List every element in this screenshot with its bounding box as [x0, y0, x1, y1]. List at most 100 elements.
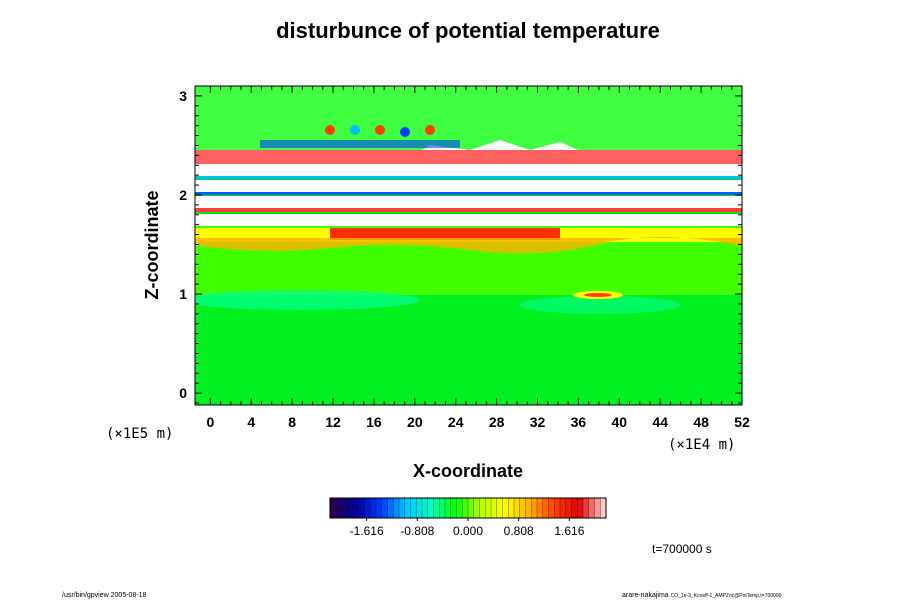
y-tick-label: 0	[179, 385, 187, 401]
colorbar-cell	[485, 498, 492, 518]
colorbar-cell	[565, 498, 572, 518]
x-tick-label: 32	[530, 414, 546, 430]
field-cyan-patch	[195, 290, 420, 310]
colorbar-cell	[450, 498, 457, 518]
colorbar-cell	[381, 498, 388, 518]
colorbar-cell	[548, 498, 555, 518]
colorbar-cell	[433, 498, 440, 518]
colorbar-cell	[387, 498, 394, 518]
colorbar-cell	[416, 498, 423, 518]
colorbar-cell	[370, 498, 377, 518]
colorbar-cell	[358, 498, 365, 518]
colorbar-cell	[537, 498, 544, 518]
colorbar-cell	[341, 498, 348, 518]
x-tick-label: 40	[612, 414, 628, 430]
colorbar-tick-label: 1.616	[554, 524, 584, 538]
footer-right-small: CO_1e-3_Kcoeff-1_AMPZnc@PotTemp,t=700000	[671, 593, 782, 599]
colorbar-cell	[473, 498, 480, 518]
colorbar-cell	[554, 498, 561, 518]
y-axis-unit: (×1E5 m)	[106, 426, 173, 442]
field-cyan-patch-2	[520, 296, 680, 314]
plot-frame	[194, 85, 743, 406]
colorbar-cell	[427, 498, 434, 518]
colorbar-cell	[514, 498, 521, 518]
colorbar-cell	[594, 498, 601, 518]
colorbar-cell	[560, 498, 567, 518]
heatmap-field	[195, 86, 742, 405]
y-axis-ticks: 0 1 2 3	[179, 88, 742, 404]
colorbar	[329, 497, 607, 519]
colorbar-cell	[491, 498, 498, 518]
footer-right-main: arare-nakajima	[622, 592, 669, 599]
colorbar-cell	[531, 498, 538, 518]
x-axis-label: X-coordinate	[413, 461, 523, 481]
colorbar-tick-label: -0.808	[400, 524, 434, 538]
field-ripple-1	[325, 125, 335, 135]
field-ripple-2	[350, 125, 360, 135]
x-axis-ticks: 0 4 8 12 16 20 24 28 32 36 40 44 48 52	[206, 86, 750, 430]
colorbar-tick-labels: -1.616 -0.808 0.000 0.808 1.616	[350, 518, 585, 538]
colorbar-cell	[542, 498, 549, 518]
colorbar-cell	[393, 498, 400, 518]
footer-left-note: /usr/bin/gpview 2005-08-18	[62, 592, 147, 599]
colorbar-cell	[571, 498, 578, 518]
x-axis-unit: (×1E4 m)	[668, 437, 735, 453]
colorbar-tick-label: 0.000	[453, 524, 483, 538]
x-tick-label: 0	[206, 414, 214, 430]
colorbar-cell	[577, 498, 584, 518]
colorbar-cell	[347, 498, 354, 518]
x-tick-label: 12	[325, 414, 341, 430]
field-mixed-band-blue	[260, 140, 460, 148]
colorbar-cell	[404, 498, 411, 518]
field-red-fringe	[195, 236, 742, 254]
footer-right-note: arare-nakajima CO_1e-3_Kcoeff-1_AMPZnc@P…	[622, 592, 782, 599]
x-tick-label: 48	[693, 414, 709, 430]
field-white-band-3	[195, 180, 742, 192]
field-ripple-4	[400, 127, 410, 137]
colorbar-cell	[456, 498, 463, 518]
field-mixed-band	[195, 150, 742, 164]
field-warm-core	[584, 293, 612, 297]
colorbar-cell	[502, 498, 509, 518]
x-tick-label: 4	[247, 414, 255, 430]
colorbar-cell	[519, 498, 526, 518]
colorbar-cell	[508, 498, 515, 518]
field-white-band-2	[195, 196, 742, 208]
field-stripe-1	[195, 208, 742, 212]
colorbar-cell	[439, 498, 446, 518]
colorbar-cell	[525, 498, 532, 518]
field-stripe-3	[195, 176, 742, 179]
colorbar-cell	[583, 498, 590, 518]
colorbar-cell	[376, 498, 383, 518]
field-ripple-3	[375, 125, 385, 135]
colorbar-cell	[462, 498, 469, 518]
colorbar-cell	[445, 498, 452, 518]
colorbar-cell	[353, 498, 360, 518]
x-tick-label: 52	[734, 414, 750, 430]
x-tick-label: 8	[288, 414, 296, 430]
colorbar-cell	[588, 498, 595, 518]
y-tick-label: 3	[179, 88, 187, 104]
colorbar-cell	[399, 498, 406, 518]
colorbar-cell	[410, 498, 417, 518]
colorbar-cell	[422, 498, 429, 518]
y-tick-label: 2	[179, 187, 187, 203]
colorbar-cell	[335, 498, 342, 518]
field-ripple-5	[425, 125, 435, 135]
colorbar-cell	[479, 498, 486, 518]
y-tick-label: 1	[179, 286, 187, 302]
x-tick-label: 16	[366, 414, 382, 430]
x-tick-label: 20	[407, 414, 423, 430]
x-tick-label: 28	[489, 414, 505, 430]
x-tick-label: 44	[652, 414, 668, 430]
colorbar-cell	[468, 498, 475, 518]
field-white-band-1	[195, 214, 742, 226]
chart-title: disturbunce of potential temperature	[276, 18, 660, 43]
colorbar-cell	[496, 498, 503, 518]
colorbar-cell	[364, 498, 371, 518]
x-tick-label: 24	[448, 414, 464, 430]
field-stripe-2	[195, 192, 742, 195]
x-tick-label: 36	[571, 414, 587, 430]
time-label: t=700000 s	[652, 542, 712, 556]
